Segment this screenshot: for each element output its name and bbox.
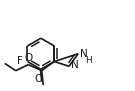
Text: N: N [80, 49, 88, 59]
Text: F: F [17, 57, 23, 67]
Text: N: N [71, 60, 79, 70]
Text: O: O [34, 74, 42, 84]
Text: H: H [85, 56, 92, 65]
Text: O: O [24, 53, 32, 63]
